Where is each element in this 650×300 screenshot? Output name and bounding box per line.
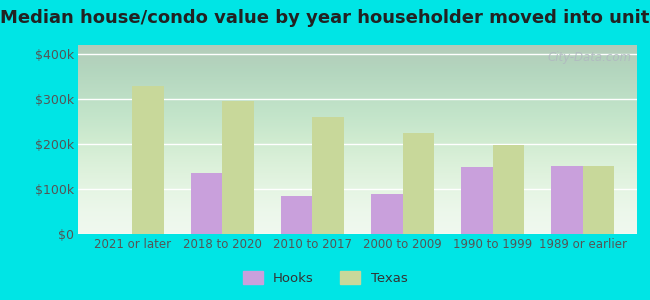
Bar xyxy=(281,196,313,234)
Bar xyxy=(222,101,254,234)
Legend: Hooks, Texas: Hooks, Texas xyxy=(237,266,413,290)
Bar xyxy=(583,166,614,234)
Bar xyxy=(551,166,583,234)
Text: Median house/condo value by year householder moved into unit: Median house/condo value by year househo… xyxy=(0,9,650,27)
Bar xyxy=(371,194,402,234)
Bar xyxy=(190,173,222,234)
Bar xyxy=(462,167,493,234)
Bar xyxy=(132,85,164,234)
Bar xyxy=(313,117,344,234)
Text: City-Data.com: City-Data.com xyxy=(547,51,631,64)
Bar xyxy=(402,133,434,234)
Bar xyxy=(493,146,525,234)
